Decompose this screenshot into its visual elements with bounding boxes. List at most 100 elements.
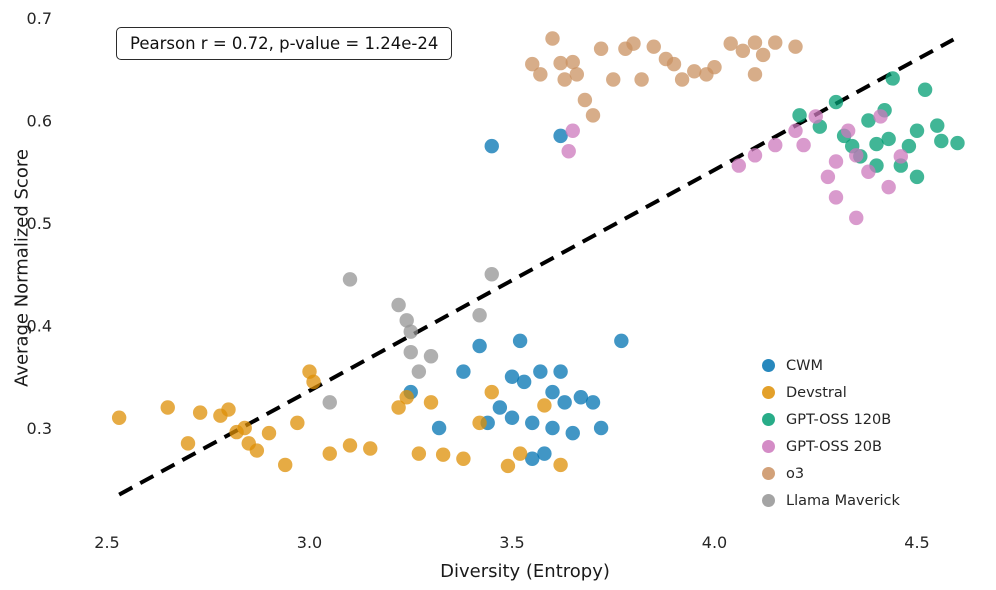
legend-label: GPT-OSS 120B bbox=[786, 411, 892, 428]
point-o3 bbox=[788, 39, 803, 54]
point-gpt-oss-20b bbox=[565, 123, 580, 138]
point-cwm bbox=[545, 420, 560, 436]
point-llama-maverick bbox=[342, 272, 358, 287]
x-tick-label: 4.0 bbox=[702, 533, 727, 552]
legend-label: Llama Maverick bbox=[786, 492, 900, 509]
point-gpt-oss-20b bbox=[893, 149, 908, 164]
point-devstral bbox=[221, 402, 236, 417]
y-axis-label: Average Normalized Score bbox=[11, 149, 33, 387]
point-o3 bbox=[666, 56, 682, 72]
point-gpt-oss-20b bbox=[731, 158, 746, 173]
point-o3 bbox=[533, 67, 548, 82]
point-gpt-oss-120b bbox=[930, 118, 945, 133]
point-llama-maverick bbox=[403, 344, 418, 360]
point-gpt-oss-120b bbox=[861, 113, 876, 128]
point-o3 bbox=[755, 47, 771, 63]
point-cwm bbox=[537, 446, 552, 461]
point-devstral bbox=[111, 410, 127, 425]
point-gpt-oss-20b bbox=[808, 109, 823, 124]
legend-label: CWM bbox=[786, 357, 823, 374]
point-o3 bbox=[553, 55, 568, 71]
legend-marker-icon bbox=[762, 359, 775, 372]
point-cwm bbox=[585, 395, 601, 410]
point-devstral bbox=[249, 443, 265, 458]
point-llama-maverick bbox=[472, 308, 487, 323]
point-gpt-oss-20b bbox=[788, 123, 803, 138]
point-cwm bbox=[573, 390, 589, 405]
legend-marker-icon bbox=[762, 440, 775, 453]
point-gpt-oss-20b bbox=[861, 164, 876, 179]
point-gpt-oss-20b bbox=[561, 144, 576, 159]
point-cwm bbox=[512, 333, 528, 349]
point-devstral bbox=[553, 457, 568, 473]
point-cwm bbox=[565, 425, 580, 441]
point-o3 bbox=[747, 35, 763, 50]
point-cwm bbox=[504, 410, 520, 425]
point-llama-maverick bbox=[423, 349, 439, 364]
point-o3 bbox=[723, 36, 738, 51]
point-cwm bbox=[533, 364, 548, 379]
point-devstral bbox=[160, 400, 175, 415]
point-o3 bbox=[707, 59, 722, 75]
point-gpt-oss-120b bbox=[792, 108, 807, 123]
legend-item: GPT-OSS 120B bbox=[762, 406, 900, 433]
point-o3 bbox=[593, 41, 609, 56]
legend-item: GPT-OSS 20B bbox=[762, 433, 900, 460]
point-devstral bbox=[411, 446, 427, 461]
point-devstral bbox=[399, 390, 414, 405]
point-gpt-oss-20b bbox=[849, 210, 864, 226]
x-tick-label: 2.5 bbox=[94, 533, 119, 552]
legend-marker-icon bbox=[762, 494, 775, 507]
point-devstral bbox=[472, 415, 487, 431]
point-devstral bbox=[180, 436, 196, 451]
point-devstral bbox=[435, 447, 451, 462]
point-gpt-oss-120b bbox=[917, 82, 933, 97]
point-o3 bbox=[768, 35, 783, 50]
point-devstral bbox=[484, 384, 499, 400]
point-devstral bbox=[500, 458, 516, 474]
y-tick-label: 0.4 bbox=[27, 317, 52, 336]
point-o3 bbox=[634, 72, 649, 87]
point-gpt-oss-20b bbox=[828, 154, 844, 169]
point-devstral bbox=[290, 415, 305, 431]
point-o3 bbox=[687, 64, 702, 79]
point-o3 bbox=[674, 72, 690, 87]
legend-item: Devstral bbox=[762, 379, 900, 406]
legend-item: CWM bbox=[762, 352, 900, 379]
point-gpt-oss-120b bbox=[909, 123, 925, 138]
point-gpt-oss-120b bbox=[885, 71, 900, 86]
point-llama-maverick bbox=[391, 297, 406, 313]
legend-marker-icon bbox=[762, 413, 775, 426]
point-o3 bbox=[577, 92, 593, 108]
point-o3 bbox=[646, 39, 661, 54]
point-devstral bbox=[512, 446, 528, 461]
point-devstral bbox=[456, 451, 471, 466]
point-devstral bbox=[306, 374, 321, 390]
point-gpt-oss-20b bbox=[873, 109, 888, 124]
point-devstral bbox=[278, 457, 293, 473]
point-o3 bbox=[747, 67, 763, 82]
y-tick-label: 0.5 bbox=[27, 214, 52, 233]
point-cwm bbox=[553, 128, 568, 144]
legend-marker-icon bbox=[762, 467, 775, 480]
point-gpt-oss-120b bbox=[934, 133, 949, 149]
y-tick-label: 0.7 bbox=[27, 9, 52, 28]
point-llama-maverick bbox=[399, 313, 414, 328]
point-cwm bbox=[525, 415, 540, 431]
point-devstral bbox=[423, 395, 439, 410]
point-cwm bbox=[614, 333, 629, 349]
point-gpt-oss-20b bbox=[849, 148, 864, 163]
point-devstral bbox=[537, 398, 552, 413]
point-gpt-oss-20b bbox=[881, 179, 896, 195]
point-cwm bbox=[516, 374, 532, 390]
point-o3 bbox=[565, 54, 580, 70]
point-o3 bbox=[626, 36, 641, 51]
point-o3 bbox=[585, 108, 601, 123]
point-cwm bbox=[492, 400, 508, 415]
point-devstral bbox=[391, 400, 406, 415]
point-llama-maverick bbox=[484, 267, 499, 282]
point-gpt-oss-120b bbox=[828, 94, 844, 110]
x-tick-label: 3.5 bbox=[499, 533, 524, 552]
x-tick-label: 3.0 bbox=[297, 533, 322, 552]
